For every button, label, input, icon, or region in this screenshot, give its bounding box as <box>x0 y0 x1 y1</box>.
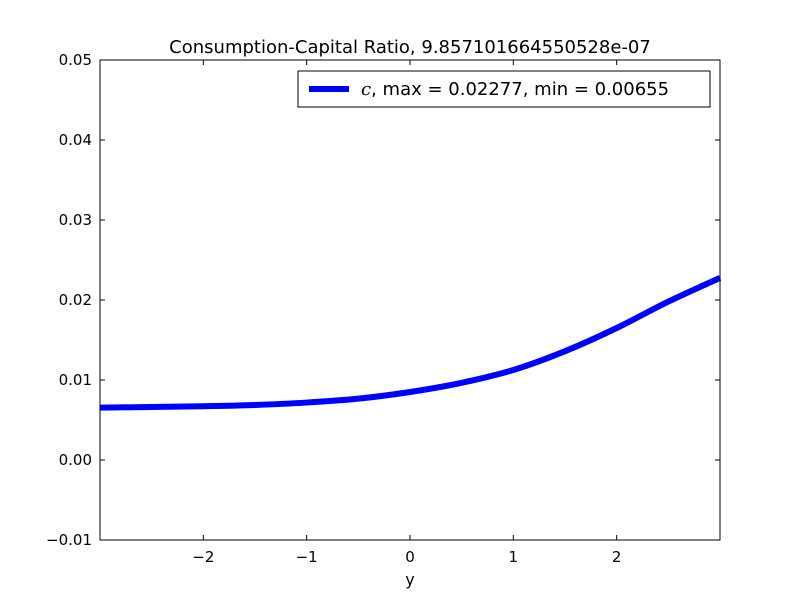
x-axis-label: y <box>405 570 414 589</box>
y-axis-ticks: −0.01 0.00 0.01 0.02 0.03 0.04 0.05 <box>46 51 720 549</box>
chart-title: Consumption-Capital Ratio, 9.85710166455… <box>169 37 651 58</box>
x-tick-label: −2 <box>192 548 214 566</box>
y-tick-label: 0.01 <box>59 371 92 389</box>
legend: c, max = 0.02277, min = 0.00655 <box>297 70 711 108</box>
y-tick-label: 0.05 <box>59 51 92 69</box>
y-tick-label: 0.04 <box>59 131 92 149</box>
legend-frame <box>297 70 711 108</box>
x-tick-label: 0 <box>405 548 415 566</box>
series-layer <box>99 275 722 411</box>
legend-entry-text: c, max = 0.02277, min = 0.00655 <box>361 79 669 100</box>
x-axis-ticks: −2 −1 0 1 2 <box>192 60 621 566</box>
y-tick-label: 0.00 <box>59 451 92 469</box>
y-tick-label: −0.01 <box>46 531 92 549</box>
y-tick-label: 0.03 <box>59 211 92 229</box>
x-tick-label: 1 <box>509 548 519 566</box>
legend-variable: c <box>361 79 371 100</box>
legend-stats: , max = 0.02277, min = 0.00655 <box>371 79 669 100</box>
y-tick-label: 0.02 <box>59 291 92 309</box>
x-tick-label: −1 <box>296 548 318 566</box>
x-tick-label: 2 <box>612 548 622 566</box>
series-line-0 <box>99 275 722 411</box>
